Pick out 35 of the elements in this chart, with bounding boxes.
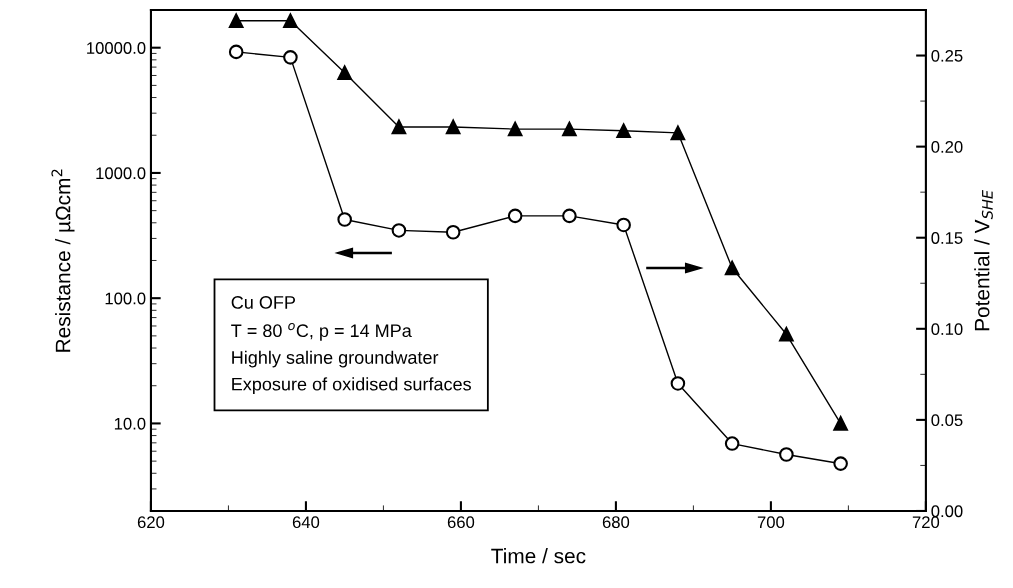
y2-tick-label: 0.00	[931, 505, 963, 518]
point	[616, 123, 631, 139]
x-tick-label: 680	[602, 516, 630, 529]
y2-tick-label: 0.15	[931, 232, 963, 244]
y-tick-label: 10000.0	[87, 42, 146, 54]
annotation: T = 80 $^{o}$C, p = 14 MPa	[231, 322, 412, 341]
point	[507, 121, 523, 137]
point	[445, 119, 461, 135]
y2-tick-label: 0.05	[931, 414, 963, 427]
annotation: Highly saline groundwater	[232, 350, 439, 368]
point	[779, 326, 794, 342]
x-tick-label: 700	[757, 516, 785, 529]
y-tick-label: 100.0	[105, 292, 146, 305]
point	[833, 416, 848, 431]
y2-tick-label: 0.10	[931, 323, 963, 335]
y-axis-title: Resistance / µΩcm$^{2}$	[51, 169, 75, 352]
point	[670, 125, 686, 141]
y2-tick-label: 0.25	[931, 49, 963, 62]
point	[391, 119, 407, 135]
x-axis-title: Time / sec	[491, 548, 586, 564]
x-tick-label: 660	[447, 516, 475, 529]
x-tick-label: 620	[137, 516, 165, 529]
y-tick-label: 10.0	[114, 417, 146, 430]
annotation: Cu OFP	[231, 296, 296, 309]
point	[562, 121, 577, 137]
point	[283, 13, 298, 29]
y2-axis-title: Potential / V$_{SHE}$	[974, 189, 993, 331]
point	[337, 65, 352, 81]
point	[228, 13, 244, 29]
y2-tick-label: 0.20	[931, 141, 963, 153]
point	[724, 260, 740, 276]
x-tick-label: 720	[912, 516, 940, 529]
y-tick-label: 1000.0	[96, 167, 146, 180]
annotation: Exposure of oxidised surfaces	[232, 377, 471, 395]
x-tick-label: 640	[292, 516, 320, 529]
